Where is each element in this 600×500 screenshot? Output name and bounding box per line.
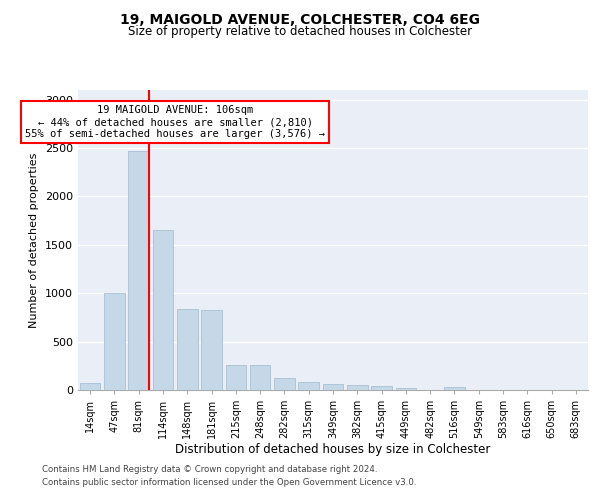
Text: 19 MAIGOLD AVENUE: 106sqm
← 44% of detached houses are smaller (2,810)
55% of se: 19 MAIGOLD AVENUE: 106sqm ← 44% of detac… <box>25 106 325 138</box>
Text: Distribution of detached houses by size in Colchester: Distribution of detached houses by size … <box>175 442 491 456</box>
Bar <box>274 378 295 390</box>
Text: Contains public sector information licensed under the Open Government Licence v3: Contains public sector information licen… <box>42 478 416 487</box>
Bar <box>250 365 271 390</box>
Text: Contains HM Land Registry data © Crown copyright and database right 2024.: Contains HM Land Registry data © Crown c… <box>42 466 377 474</box>
Bar <box>323 384 343 390</box>
Bar <box>152 230 173 390</box>
Bar <box>371 386 392 390</box>
Bar <box>128 151 149 390</box>
Bar <box>395 388 416 390</box>
Text: 19, MAIGOLD AVENUE, COLCHESTER, CO4 6EG: 19, MAIGOLD AVENUE, COLCHESTER, CO4 6EG <box>120 12 480 26</box>
Bar <box>298 382 319 390</box>
Bar <box>347 385 368 390</box>
Bar <box>444 386 465 390</box>
Bar <box>177 308 197 390</box>
Y-axis label: Number of detached properties: Number of detached properties <box>29 152 40 328</box>
Bar <box>80 382 100 390</box>
Bar <box>226 365 246 390</box>
Bar <box>201 310 222 390</box>
Bar <box>104 293 125 390</box>
Text: Size of property relative to detached houses in Colchester: Size of property relative to detached ho… <box>128 25 472 38</box>
